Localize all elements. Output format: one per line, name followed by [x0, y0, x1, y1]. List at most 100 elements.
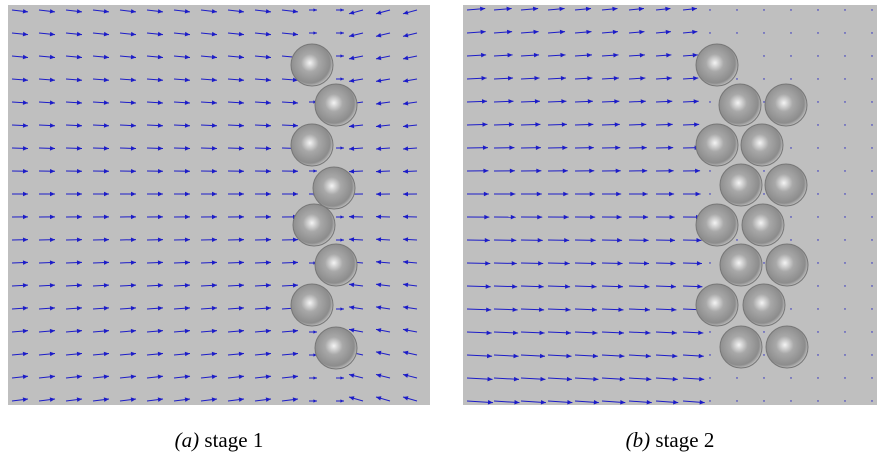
- arrow-head: [484, 238, 490, 243]
- arrow-head: [643, 237, 649, 243]
- arrow-head: [540, 376, 546, 382]
- arrow-head: [671, 307, 677, 312]
- arrow-head: [671, 330, 677, 336]
- arrow-head: [376, 214, 382, 220]
- arrow-head: [184, 54, 190, 60]
- particle: [290, 283, 334, 327]
- arrow-head: [22, 191, 28, 197]
- arrow-dot: [817, 101, 819, 103]
- arrow-head: [692, 52, 698, 58]
- arrow-head: [265, 168, 271, 174]
- arrow-head: [292, 100, 298, 105]
- arrow-head: [211, 191, 217, 197]
- arrow-head: [561, 99, 567, 104]
- arrow-head: [184, 260, 190, 265]
- arrow-head: [184, 168, 190, 174]
- arrow-head: [265, 54, 271, 60]
- panel-label: (a): [175, 428, 200, 452]
- arrow-head: [376, 146, 382, 151]
- arrow-head: [616, 214, 622, 220]
- arrow-dot: [844, 216, 846, 218]
- arrow-head: [22, 283, 28, 288]
- arrow-dot: [844, 354, 846, 356]
- arrow-head: [76, 9, 82, 14]
- arrow-head: [511, 237, 517, 243]
- arrow-head: [130, 237, 136, 242]
- arrow-dot: [871, 9, 873, 11]
- arrow-dot: [763, 101, 765, 103]
- arrow-head: [265, 283, 271, 288]
- arrow-dot: [790, 147, 792, 149]
- arrow-head: [265, 214, 271, 220]
- arrow-head: [620, 400, 626, 405]
- arrow-head: [211, 237, 217, 242]
- particle: [719, 163, 763, 207]
- arrow-dot: [790, 377, 792, 379]
- arrow-head: [592, 330, 598, 336]
- arrow-head: [669, 191, 675, 197]
- arrow-head: [103, 191, 109, 197]
- arrow-dot: [763, 55, 765, 57]
- arrow-head: [534, 76, 540, 81]
- arrow-head: [292, 351, 298, 357]
- arrow-head: [238, 237, 244, 242]
- arrow-head: [130, 100, 136, 105]
- arrow-head: [403, 328, 409, 333]
- arrow-head: [694, 122, 700, 127]
- arrow-head: [617, 284, 624, 289]
- arrow-head: [103, 283, 109, 288]
- arrow-head: [157, 397, 163, 402]
- arrow-head: [640, 99, 646, 104]
- arrow-dot: [817, 32, 819, 34]
- arrow-dot: [763, 377, 765, 379]
- arrow-head: [130, 123, 136, 128]
- arrow-head: [508, 122, 514, 127]
- arrow-head: [103, 260, 109, 265]
- arrow-dot: [736, 377, 738, 379]
- arrow-head: [349, 282, 355, 288]
- arrow-head: [566, 376, 572, 382]
- arrow-head: [486, 330, 492, 336]
- arrow-head: [22, 77, 28, 83]
- arrow-head: [211, 54, 217, 60]
- particle: [740, 123, 784, 167]
- arrow-head: [672, 376, 678, 382]
- arrow-head: [157, 77, 163, 83]
- arrow-head: [76, 397, 82, 402]
- arrow-head: [130, 168, 136, 174]
- arrow-dot: [817, 55, 819, 57]
- arrow-head: [340, 399, 344, 403]
- arrow-head: [481, 99, 488, 104]
- arrow-head: [616, 191, 622, 197]
- arrow-head: [376, 10, 382, 15]
- arrow-head: [564, 261, 570, 266]
- arrow-head: [590, 237, 596, 243]
- arrow-head: [376, 101, 382, 106]
- arrow-head: [49, 31, 55, 37]
- arrow-head: [211, 306, 217, 311]
- arrow-head: [157, 214, 163, 220]
- arrow-head: [157, 9, 163, 14]
- arrow-head: [482, 122, 488, 127]
- arrow-head: [588, 145, 594, 150]
- arrow-head: [292, 9, 298, 14]
- caption-b: (b) stage 2: [626, 428, 715, 452]
- arrow-dot: [817, 354, 819, 356]
- arrow-dot: [709, 101, 711, 103]
- arrow-dot: [709, 170, 711, 172]
- arrow-head: [485, 284, 491, 289]
- arrow-head: [693, 76, 699, 81]
- arrow-dot: [817, 9, 819, 11]
- arrow-head: [638, 6, 644, 12]
- arrow-head: [76, 351, 82, 357]
- arrow-head: [512, 307, 518, 312]
- arrow-head: [211, 9, 217, 14]
- arrow-dot: [709, 32, 711, 34]
- arrow-head: [211, 374, 217, 380]
- arrow-head: [130, 351, 136, 357]
- arrow-head: [639, 29, 645, 35]
- arrow-head: [641, 145, 647, 150]
- arrow-head: [238, 31, 244, 37]
- arrow-head: [591, 261, 597, 266]
- arrow-head: [511, 261, 517, 266]
